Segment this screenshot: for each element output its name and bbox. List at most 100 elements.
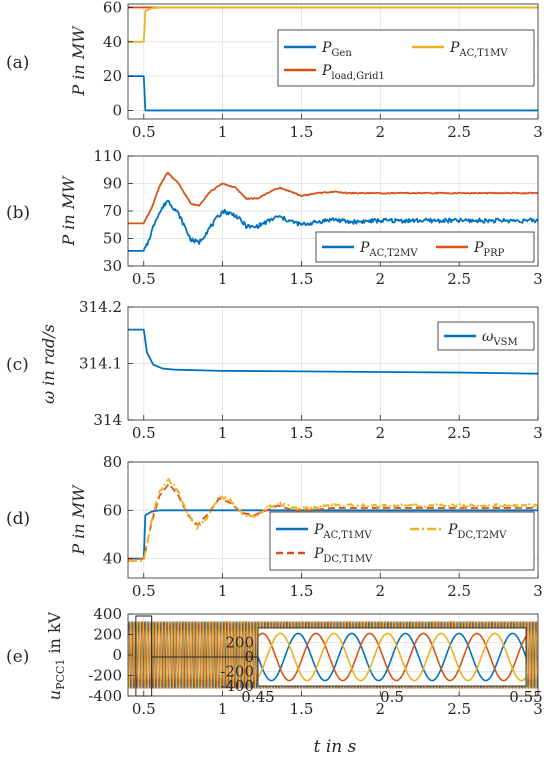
y-axis-label-e: uPCC1 in kV [45, 611, 67, 700]
y-tick-label: -400 [88, 687, 122, 705]
y-axis-label-d: P in MW [69, 484, 88, 556]
axes-frame-a [127, 3, 539, 120]
x-tick-label: 3 [533, 123, 543, 141]
x-tick-label: 0.5 [132, 123, 156, 141]
panel-label-d: (d) [6, 509, 30, 529]
legend-b: PAC,T2MV PPRP [315, 231, 535, 263]
x-tick-label: 1.5 [290, 270, 314, 288]
panel-a: 0 20 40 60 0.5 1 1.5 2 2.5 3 P in MW (a) PGen PA… [6, 0, 543, 141]
legend-a: PGen PAC,T1MV Pload,Grid1 [277, 29, 535, 87]
inset-x-tick-label: 0.45 [241, 688, 274, 706]
legend-label-P-DC-T1MV: PDC,T1MV [313, 546, 373, 565]
x-tick-label: 2.5 [447, 123, 471, 141]
axes-frame-d [127, 461, 539, 579]
x-tick-label: 0.5 [132, 424, 156, 442]
inset-phase-a-line [258, 632, 526, 682]
legend-label-P-Gen: PGen [321, 40, 352, 59]
x-tick-label: 1.5 [290, 700, 314, 718]
inset-x-tick-label: 0.55 [509, 688, 542, 706]
x-tick-label: 2 [376, 582, 386, 600]
inset-y-tick-label: 0 [244, 648, 254, 666]
inset-y-tick-label: -200 [220, 663, 254, 681]
panel-c: 314 314.1 314.2 0.5 1 1.5 2 2.5 3 ω in rad/s (c… [6, 298, 543, 442]
x-tick-label: 2.5 [447, 582, 471, 600]
series-line-dc-t2mv [128, 478, 538, 562]
y-tick-label: 314.2 [79, 298, 122, 316]
x-tick-label: 1.5 [290, 582, 314, 600]
legend-label-P-AC-T1MV: PAC,T1MV [449, 40, 508, 59]
series-line-vsm [128, 328, 538, 375]
legend-d: PAC,T1MV PDC,T2MV PDC,T1MV [269, 511, 535, 571]
y-tick-label: 80 [103, 453, 122, 471]
x-tick-label: 3 [533, 424, 543, 442]
legend-label-P-DC-T2MV: PDC,T2MV [447, 522, 507, 541]
legend-label-P-load-Grid1: Pload,Grid1 [321, 63, 385, 82]
x-tick-label: 1 [218, 582, 228, 600]
x-tick-label: 1 [218, 424, 228, 442]
x-tick-label: 2 [376, 123, 386, 141]
x-tick-label: 0.5 [132, 700, 156, 718]
y-tick-label: 30 [103, 257, 122, 275]
series-line-gen [128, 75, 538, 112]
inset-phase-b-line [258, 632, 526, 682]
legend-label-P-AC-T1MV-d: PAC,T1MV [313, 522, 372, 541]
x-tick-label: 2.5 [447, 424, 471, 442]
y-tick-label: 90 [103, 175, 122, 193]
legend-label-P-AC-T2MV: PAC,T2MV [359, 240, 418, 259]
x-tick-label: 2 [376, 700, 386, 718]
series-line-dc-t1mv [128, 482, 538, 560]
x-tick-label: 2.5 [447, 700, 471, 718]
inset-y-tick-label: 200 [225, 634, 254, 652]
series-line-ac-t1mv [128, 6, 538, 43]
x-tick-label: 2 [376, 270, 386, 288]
y-tick-label: 60 [103, 501, 122, 519]
legend-c: ωVSM [437, 321, 535, 351]
y-axis-label-a: P in MW [69, 25, 88, 97]
legend-label-P-PRP: PPRP [473, 240, 505, 259]
x-tick-label: 0.5 [132, 582, 156, 600]
y-tick-label: 70 [103, 202, 122, 220]
y-tick-label: 110 [93, 147, 122, 165]
y-tick-label: 200 [93, 626, 122, 644]
y-tick-label: 314 [93, 411, 122, 429]
x-tick-label: 1 [218, 700, 228, 718]
x-axis-label: t in s [314, 737, 357, 757]
y-tick-label: 0 [112, 101, 122, 119]
y-tick-label: 50 [103, 230, 122, 248]
inset-frame [257, 627, 527, 687]
x-tick-label: 2.5 [447, 270, 471, 288]
y-tick-label: 40 [103, 550, 122, 568]
y-tick-label: 40 [103, 33, 122, 51]
panel-label-b: (b) [6, 203, 30, 223]
y-tick-label: 314.1 [79, 355, 122, 373]
x-tick-label: 1.5 [290, 123, 314, 141]
y-axis-label-b: P in MW [59, 175, 78, 247]
y-tick-label: 400 [93, 605, 122, 623]
zoom-highlight [135, 615, 258, 697]
y-axis-label-c: ω in rad/s [39, 324, 58, 404]
inset-phase-c-line [258, 632, 526, 682]
x-tick-label: 2 [376, 424, 386, 442]
x-tick-label: 0.5 [132, 270, 156, 288]
panel-label-c: (c) [6, 355, 29, 375]
series-line-prp [128, 171, 538, 225]
legend-label-omega-VSM: ωVSM [482, 329, 518, 348]
x-tick-label: 3 [533, 700, 543, 718]
inset-x-tick-label: 0.5 [380, 688, 404, 706]
inset-y-tick-label: -400 [220, 677, 254, 695]
x-tick-label: 3 [533, 270, 543, 288]
panel-d: 40 60 80 0.5 1 1.5 2 2.5 3 P in MW (d) PAC,T1MV… [6, 453, 543, 600]
y-tick-label: 0 [112, 646, 122, 664]
series-line-ac-t2mv [128, 199, 538, 252]
x-tick-label: 1.5 [290, 424, 314, 442]
x-tick-label: 1 [218, 123, 228, 141]
panel-b: 30 50 70 90 110 0.5 1 1.5 2 2.5 3 P in MW (b) PAC… [6, 147, 543, 288]
panel-label-a: (a) [6, 53, 29, 73]
y-tick-label: 20 [103, 67, 122, 85]
y-tick-label: 60 [103, 0, 122, 16]
x-tick-label: 3 [533, 582, 543, 600]
x-tick-label: 1 [218, 270, 228, 288]
